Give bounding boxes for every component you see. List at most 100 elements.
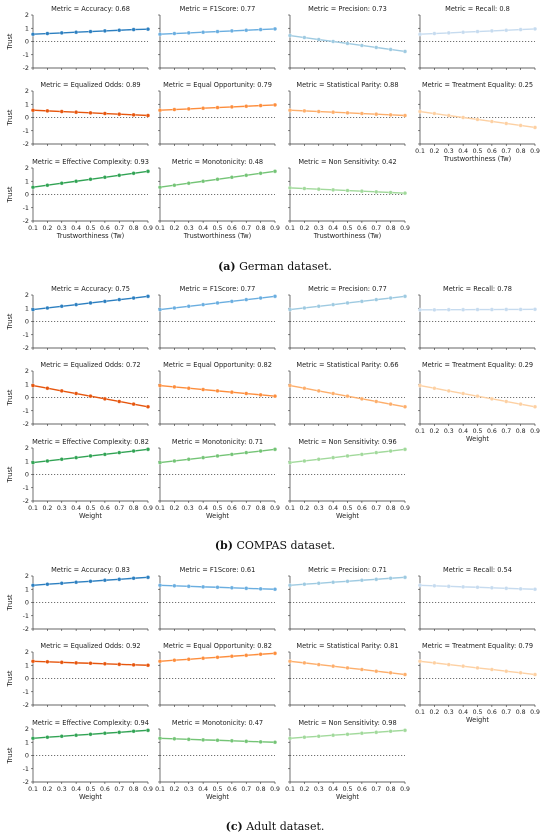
data-point <box>30 383 36 388</box>
x-axis-label: Trustworthiness (Tw) <box>183 232 251 240</box>
y-tick-label: 0 <box>25 394 29 402</box>
y-tick-label: -1 <box>23 51 29 59</box>
x-tick-label: 0.1 <box>285 225 295 232</box>
x-tick-label: 0.1 <box>415 709 425 716</box>
data-point <box>359 667 364 672</box>
data-point <box>59 388 64 393</box>
subplot-3-8: Metric = Treatment Equality: 0.79 0.1 0.2 0… <box>415 642 540 724</box>
data-point <box>475 29 480 34</box>
data-point <box>229 28 234 33</box>
data-point <box>157 659 163 664</box>
data-point <box>518 586 523 591</box>
subplot-1-5: Metric = Equalized Odds: 0.89 -2 -1 0 1 2 Trus… <box>6 81 151 148</box>
x-tick-label: 0.2 <box>299 505 309 512</box>
data-point <box>244 297 249 302</box>
data-point <box>316 109 321 114</box>
y-tick-label: -1 <box>23 331 29 339</box>
data-point <box>258 171 263 176</box>
x-axis-label: Weight <box>79 793 102 801</box>
data-point <box>417 307 423 312</box>
data-point <box>475 117 480 122</box>
x-axis-label: Weight <box>79 512 102 520</box>
data-point <box>59 660 64 665</box>
data-point <box>331 110 336 115</box>
data-point <box>489 396 494 401</box>
subplot-title: Metric = Equalized Odds: 0.92 <box>40 642 140 650</box>
y-tick-label: 2 <box>25 87 29 95</box>
data-point <box>229 738 234 743</box>
caption-german-text: German dataset. <box>239 260 332 273</box>
subplot-3-5: Metric = Equalized Odds: 0.92 -2 -1 0 1 2 Trus… <box>6 642 151 709</box>
x-tick-label: 0.9 <box>400 225 410 232</box>
data-point <box>88 394 93 399</box>
subplot-3-6: Metric = Equal Opportunity: 0.82 <box>157 642 278 707</box>
x-tick-label: 0.5 <box>473 428 483 435</box>
subplot-title: Metric = Accuracy: 0.75 <box>51 285 130 293</box>
data-point <box>359 111 364 116</box>
y-tick-label: -2 <box>23 344 29 352</box>
data-point <box>102 578 107 583</box>
data-point <box>145 169 151 174</box>
x-axis-label: Trustworthiness (Tw) <box>313 232 381 240</box>
data-point <box>331 580 336 585</box>
data-point <box>59 304 64 309</box>
data-point <box>102 175 107 180</box>
x-tick-label: 0.8 <box>129 786 139 793</box>
subplot-title: Metric = Monotonicity: 0.47 <box>172 719 263 727</box>
x-tick-label: 0.6 <box>357 505 367 512</box>
subplot-title: Metric = F1Score: 0.77 <box>180 285 256 293</box>
y-tick-label: -2 <box>23 140 29 148</box>
data-point <box>374 112 379 117</box>
data-point <box>157 307 163 312</box>
x-tick-label: 0.2 <box>42 786 52 793</box>
y-tick-label: 1 <box>25 457 29 465</box>
data-point <box>432 386 437 391</box>
data-point <box>316 734 321 739</box>
data-point <box>172 736 177 741</box>
x-tick-label: 0.9 <box>270 505 280 512</box>
x-axis-label: Trustworthiness (Tw) <box>56 232 124 240</box>
data-point <box>345 110 350 115</box>
y-axis-label: Trust <box>6 594 14 611</box>
x-tick-label: 0.3 <box>57 225 67 232</box>
x-tick-label: 0.3 <box>314 786 324 793</box>
x-tick-label: 0.3 <box>314 225 324 232</box>
data-point <box>201 656 206 661</box>
data-point <box>402 404 408 409</box>
caption-adult-label: (c) <box>225 820 243 833</box>
data-point <box>432 111 437 116</box>
subplot-2-10: Metric = Monotonicity: 0.71 0.1 0.2 0.3 0.4 0… <box>155 438 280 520</box>
data-point <box>489 307 494 312</box>
y-tick-label: -2 <box>23 217 29 225</box>
data-point <box>446 662 451 667</box>
data-point <box>215 585 220 590</box>
data-point <box>345 732 350 737</box>
x-tick-label: 0.7 <box>241 786 251 793</box>
x-tick-label: 0.4 <box>328 225 338 232</box>
data-point <box>117 112 122 117</box>
data-point <box>258 739 263 744</box>
data-point <box>30 583 36 588</box>
data-point <box>402 575 408 580</box>
y-tick-label: 2 <box>25 367 29 375</box>
data-point <box>102 731 107 736</box>
x-tick-label: 0.1 <box>415 428 425 435</box>
x-tick-label: 0.6 <box>100 505 110 512</box>
data-point <box>388 402 393 407</box>
data-point <box>30 307 36 312</box>
subplot-2-3: Metric = Precision: 0.77 <box>287 285 408 350</box>
x-tick-label: 0.4 <box>198 786 208 793</box>
data-point <box>30 736 36 741</box>
y-tick-label: -2 <box>23 420 29 428</box>
data-point <box>45 386 50 391</box>
x-tick-label: 0.7 <box>501 428 511 435</box>
data-point <box>157 736 163 741</box>
data-point <box>402 49 408 54</box>
data-point <box>117 28 122 33</box>
data-point <box>504 121 509 126</box>
data-point <box>287 583 293 588</box>
subplot-3-9: Metric = Effective Complexity: 0.94 -2 -1 0… <box>6 719 153 801</box>
data-point <box>475 394 480 399</box>
subplot-title: Metric = Monotonicity: 0.71 <box>172 438 263 446</box>
data-point <box>30 32 36 37</box>
